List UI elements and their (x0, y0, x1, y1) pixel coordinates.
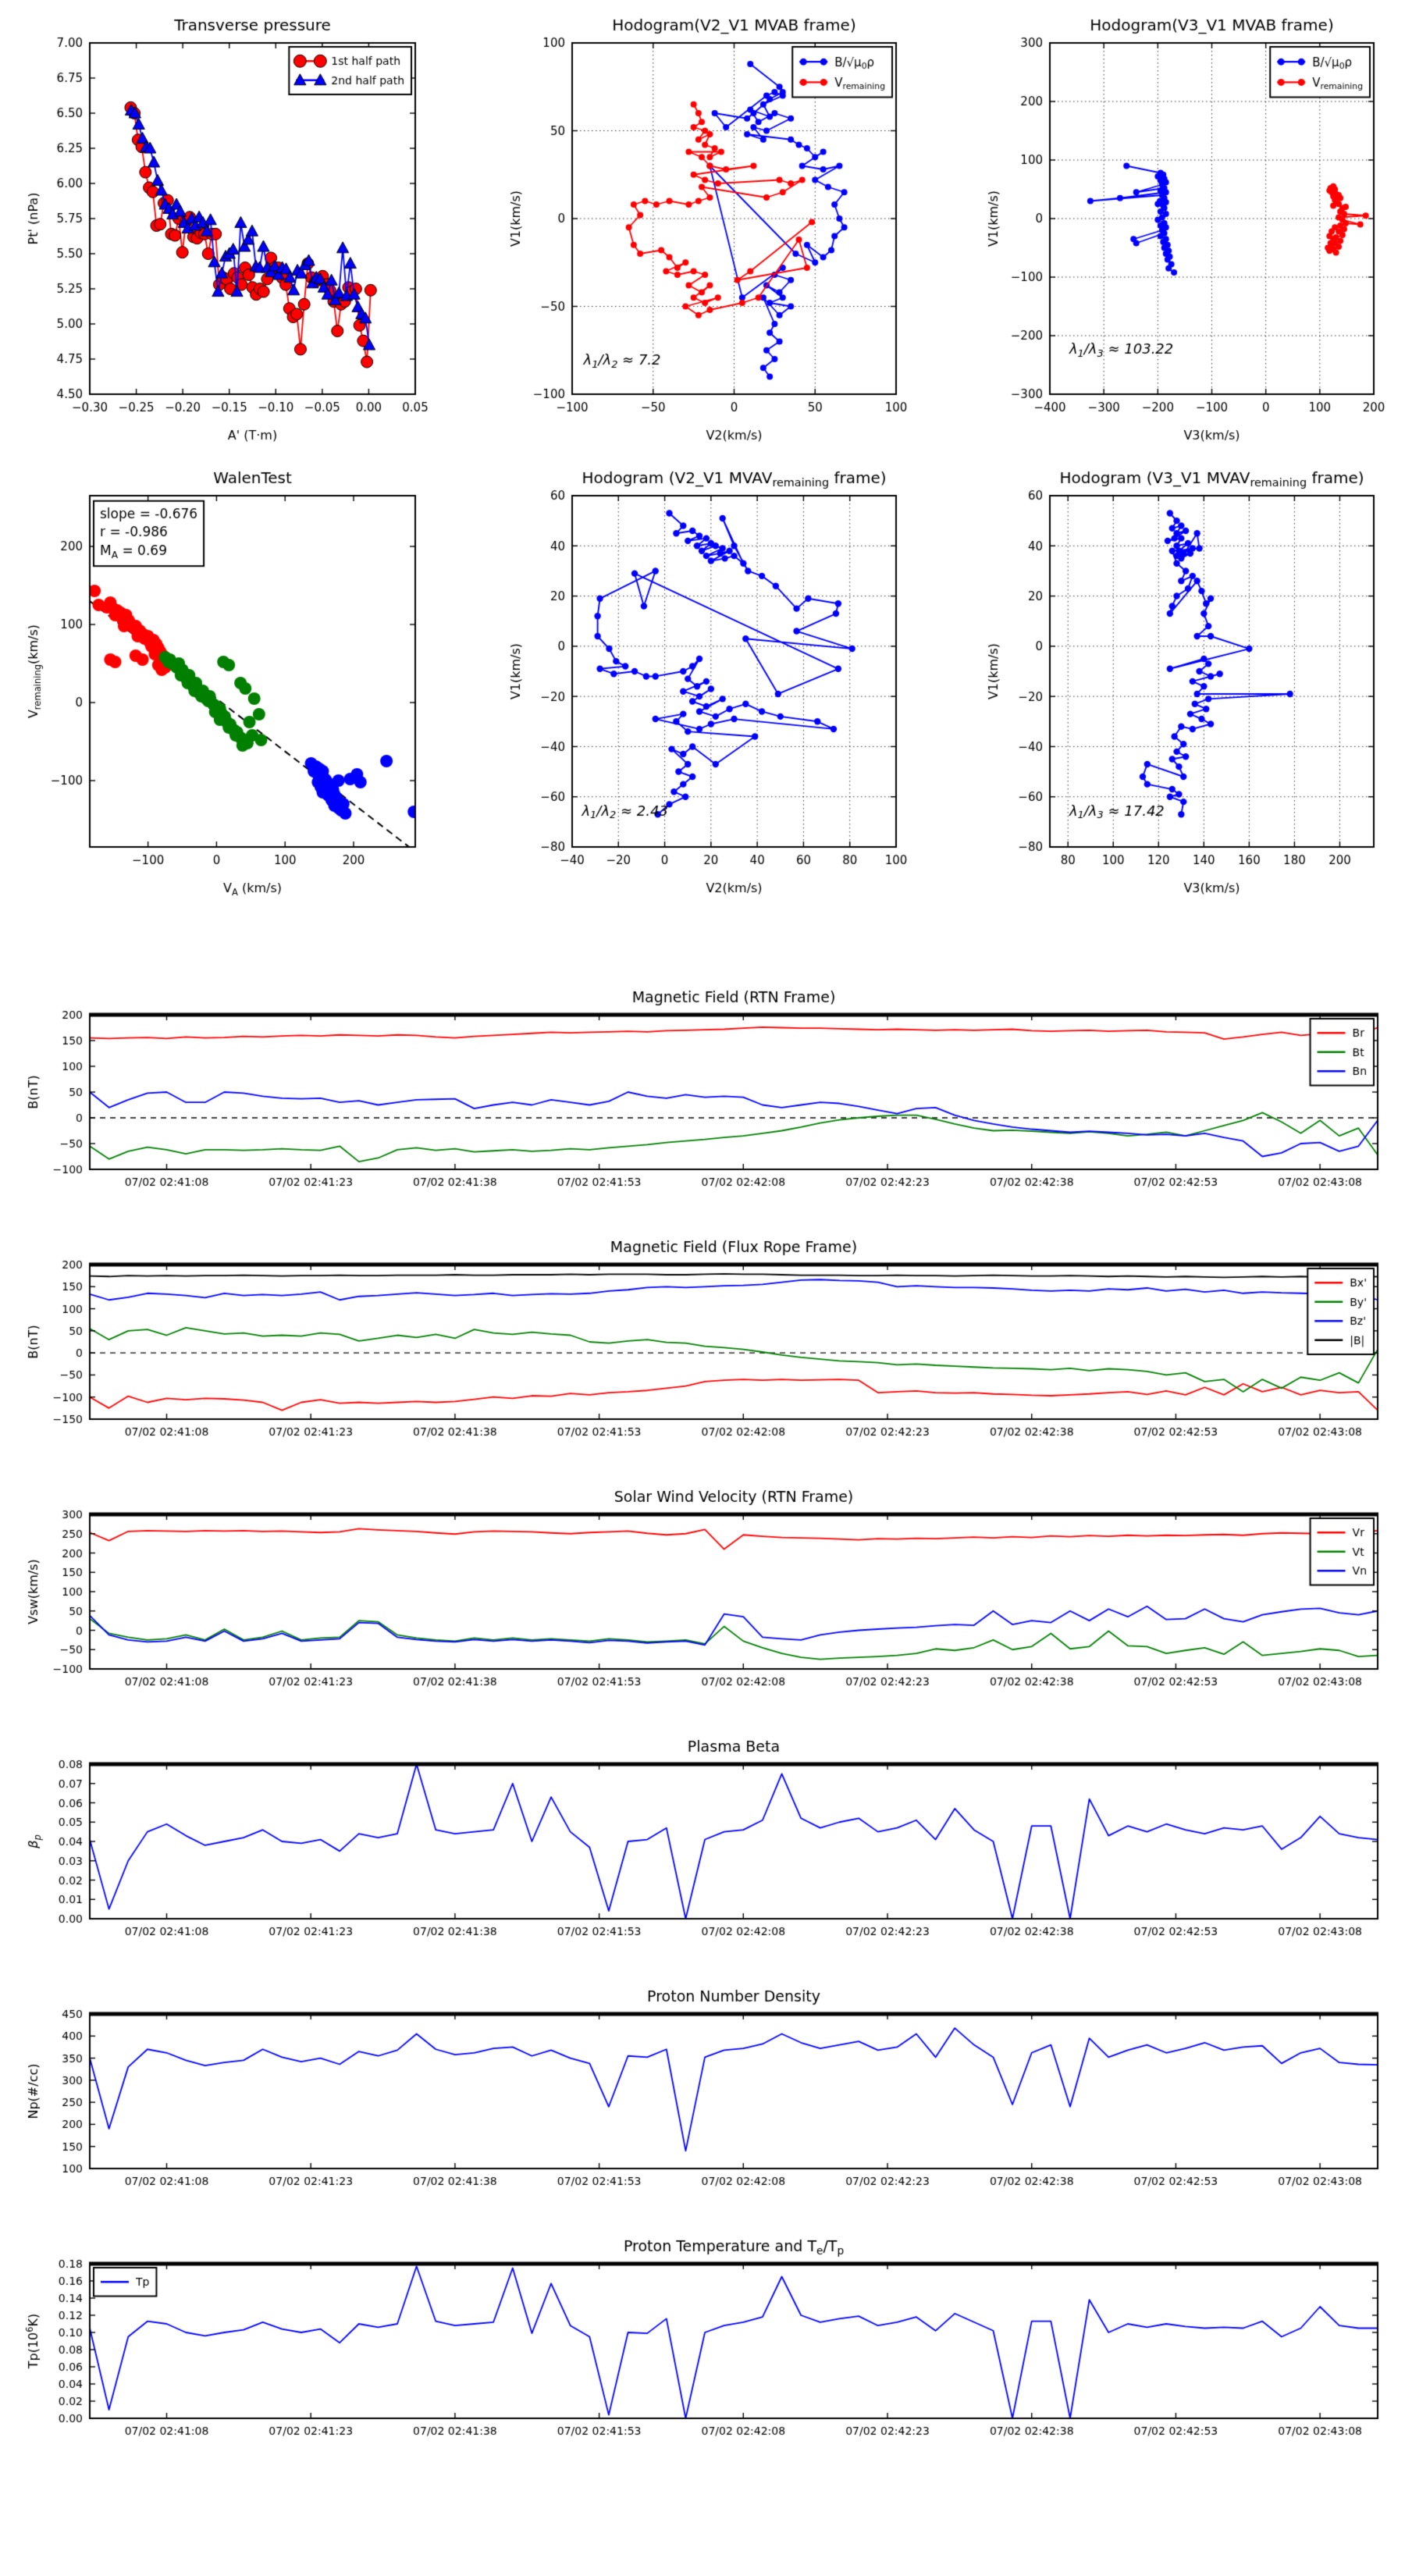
walen-test-plot (0, 453, 468, 906)
plasma-beta-plot (0, 1717, 1405, 1967)
solar-wind-velocity-plot (0, 1468, 1405, 1717)
hodogram-v2v1-mvab-plot (468, 0, 937, 453)
hodogram-v3v1-mvav-plot (937, 453, 1405, 906)
proton-temperature-plot (0, 2217, 1405, 2467)
proton-number-density-plot (0, 1967, 1405, 2217)
hodogram-v2v1-mvav-plot (468, 453, 937, 906)
magnetic-field-fluxrope-plot (0, 1218, 1405, 1468)
magnetic-field-rtn-plot (0, 968, 1405, 1218)
transverse-pressure-plot (0, 0, 468, 453)
hodogram-v3v1-mvab-plot (937, 0, 1405, 453)
